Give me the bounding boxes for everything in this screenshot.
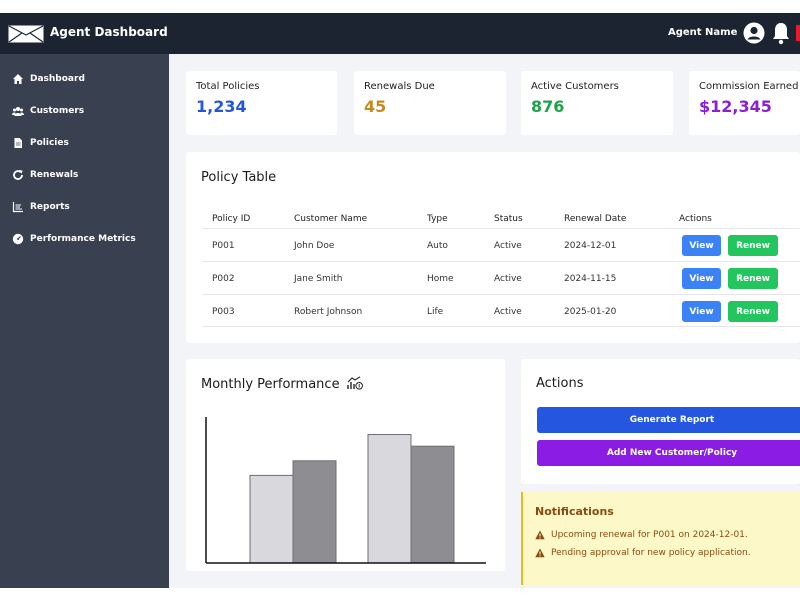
column-header: Status <box>494 214 523 224</box>
sidebar-item-label: Customers <box>30 106 85 116</box>
sidebar-item-renewals[interactable]: Renewals <box>12 167 78 183</box>
monthly-performance-card: Monthly Performance <box>186 359 505 571</box>
notification-item: Pending approval for new policy applicat… <box>535 548 751 558</box>
policy-table-title: Policy Table <box>201 170 277 185</box>
policy-id-cell: P002 <box>212 274 235 284</box>
sidebar-item-label: Renewals <box>30 170 79 180</box>
stat-value: 45 <box>364 97 387 116</box>
renewal-date-cell: 2024-11-15 <box>564 274 617 284</box>
sidebar-item-performance-metrics[interactable]: Performance Metrics <box>12 231 136 247</box>
table-row: P003 Robert Johnson Life Active 2025-01-… <box>202 294 800 327</box>
sidebar-item-policies[interactable]: Policies <box>12 135 69 151</box>
column-header: Customer Name <box>294 214 368 224</box>
refresh-icon <box>13 170 23 180</box>
notification-item: Upcoming renewal for P001 on 2024-12-01. <box>535 530 748 540</box>
view-button[interactable]: View <box>682 235 721 256</box>
stat-label: Active Customers <box>531 81 619 92</box>
stat-value: 1,234 <box>196 97 247 116</box>
renewal-date-cell: 2025-01-20 <box>564 307 617 317</box>
column-header: Renewal Date <box>564 214 627 224</box>
renew-button[interactable]: Renew <box>728 268 778 289</box>
sidebar-item-label: Dashboard <box>30 74 85 84</box>
warning-icon <box>535 530 545 540</box>
stat-card-commission-earned: Commission Earned $12,345 <box>689 71 800 135</box>
type-cell: Life <box>427 307 444 317</box>
actions-card: Actions Generate Report Add New Customer… <box>521 359 800 484</box>
home-icon <box>13 74 23 84</box>
view-button[interactable]: View <box>682 268 721 289</box>
chart-icon <box>12 202 23 213</box>
renew-button[interactable]: Renew <box>728 235 778 256</box>
app-title: Agent Dashboard <box>50 25 168 39</box>
users-icon <box>12 107 24 116</box>
bell-icon[interactable] <box>771 21 791 45</box>
bar-2-series-2 <box>410 445 455 564</box>
notifications-panel: Notifications Upcoming renewal for P001 … <box>521 492 800 585</box>
gauge-icon <box>12 233 24 245</box>
stat-card-total-policies: Total Policies 1,234 <box>186 71 337 135</box>
document-icon <box>14 138 22 148</box>
type-cell: Home <box>427 274 454 284</box>
notifications-title: Notifications <box>535 505 614 518</box>
monthly-performance-label: Monthly Performance <box>201 377 340 392</box>
sidebar-item-customers[interactable]: Customers <box>12 103 84 119</box>
bar-1-series-2 <box>292 460 337 564</box>
table-row: P002 Jane Smith Home Active 2024-11-15 V… <box>202 261 800 294</box>
user-avatar-icon[interactable] <box>743 22 765 44</box>
customer-name-cell: John Doe <box>294 241 335 251</box>
stat-label: Commission Earned <box>699 81 799 92</box>
actions-title: Actions <box>536 376 584 391</box>
sidebar-item-label: Reports <box>30 202 70 212</box>
status-cell: Active <box>494 307 522 317</box>
customer-name-cell: Robert Johnson <box>294 307 363 317</box>
stat-card-renewals-due: Renewals Due 45 <box>354 71 506 135</box>
table-row: P001 John Doe Auto Active 2024-12-01 Vie… <box>202 228 800 261</box>
policy-table-card: Policy Table Policy ID Customer Name Typ… <box>186 152 800 343</box>
sidebar-item-dashboard[interactable]: Dashboard <box>12 71 85 87</box>
stat-value: $12,345 <box>699 97 772 116</box>
column-header: Actions <box>679 214 712 224</box>
policy-id-cell: P001 <box>212 241 235 251</box>
notification-badge[interactable] <box>796 25 800 41</box>
stat-label: Total Policies <box>196 81 260 92</box>
type-cell: Auto <box>427 241 448 251</box>
sidebar: Dashboard Customers Policies Renewals Re… <box>0 54 169 588</box>
renewal-date-cell: 2024-12-01 <box>564 241 617 251</box>
stat-label: Renewals Due <box>364 81 435 92</box>
logo-icon <box>8 25 44 43</box>
agent-name[interactable]: Agent Name <box>668 27 738 38</box>
warning-icon <box>535 548 545 558</box>
top-bar: Agent Dashboard Agent Name <box>0 13 800 54</box>
sidebar-item-reports[interactable]: Reports <box>12 199 70 215</box>
policy-id-cell: P003 <box>212 307 235 317</box>
sidebar-item-label: Performance Metrics <box>30 234 136 244</box>
renew-button[interactable]: Renew <box>728 301 778 322</box>
column-header: Policy ID <box>212 214 251 224</box>
generate-report-button[interactable]: Generate Report <box>537 407 800 433</box>
column-header: Type <box>427 214 448 224</box>
status-cell: Active <box>494 241 522 251</box>
bar-2-series-1 <box>367 434 412 564</box>
monthly-performance-title: Monthly Performance <box>201 376 363 392</box>
sidebar-item-label: Policies <box>30 138 69 148</box>
stat-value: 876 <box>531 97 565 116</box>
customer-name-cell: Jane Smith <box>294 274 343 284</box>
stat-card-active-customers: Active Customers 876 <box>521 71 673 135</box>
add-new-customer-policy-button[interactable]: Add New Customer/Policy <box>537 440 800 466</box>
performance-bar-chart <box>205 417 486 564</box>
view-button[interactable]: View <box>682 301 721 322</box>
chart-money-icon <box>347 376 363 390</box>
notification-text: Pending approval for new policy applicat… <box>551 548 751 558</box>
bar-1-series-1 <box>249 474 294 564</box>
status-cell: Active <box>494 274 522 284</box>
app-frame: Agent Dashboard Agent Name Dashboard Cus… <box>0 13 800 588</box>
notification-text: Upcoming renewal for P001 on 2024-12-01. <box>551 530 748 540</box>
